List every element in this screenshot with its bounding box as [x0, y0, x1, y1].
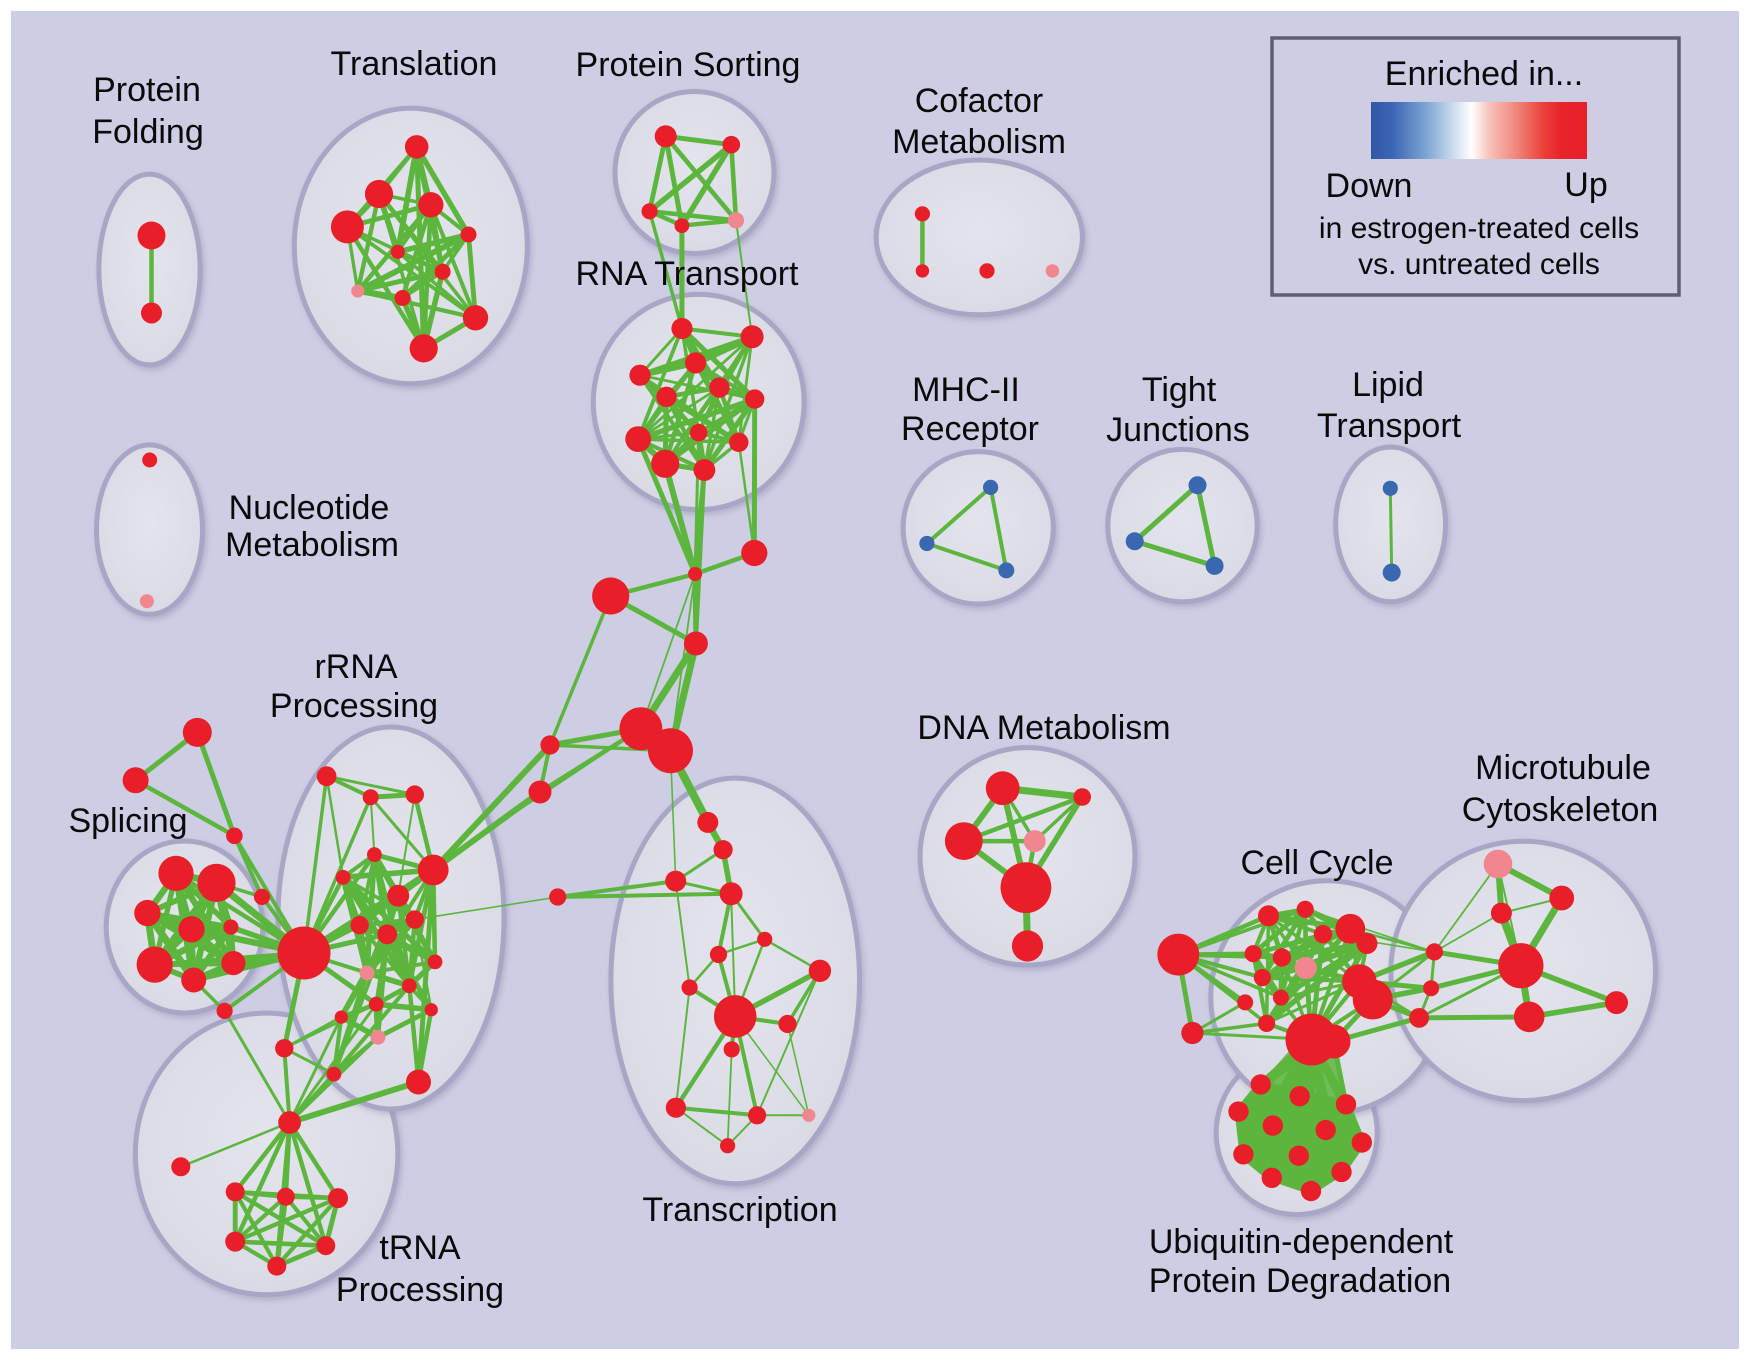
svg-text:DNA Metabolism: DNA Metabolism: [917, 709, 1170, 747]
svg-text:Processing: Processing: [270, 687, 438, 725]
svg-text:in estrogen-treated cells: in estrogen-treated cells: [1319, 212, 1639, 245]
svg-text:Transport: Transport: [1317, 407, 1462, 445]
svg-text:tRNA: tRNA: [379, 1229, 461, 1267]
svg-text:Tight: Tight: [1142, 371, 1217, 409]
svg-text:vs. untreated cells: vs. untreated cells: [1358, 248, 1600, 281]
svg-text:rRNA: rRNA: [314, 648, 397, 686]
svg-text:Lipid: Lipid: [1352, 366, 1424, 404]
svg-text:Protein Degradation: Protein Degradation: [1149, 1262, 1451, 1300]
svg-text:Metabolism: Metabolism: [892, 123, 1066, 161]
svg-text:Receptor: Receptor: [901, 410, 1039, 448]
svg-text:Microtubule: Microtubule: [1475, 749, 1651, 787]
svg-text:Folding: Folding: [92, 113, 204, 151]
svg-text:Transcription: Transcription: [642, 1191, 837, 1229]
svg-text:Cofactor: Cofactor: [915, 82, 1044, 120]
svg-text:Protein Sorting: Protein Sorting: [576, 46, 801, 84]
svg-text:Metabolism: Metabolism: [225, 526, 399, 564]
svg-text:Splicing: Splicing: [68, 802, 187, 840]
svg-text:Cytoskeleton: Cytoskeleton: [1462, 791, 1659, 829]
svg-text:Junctions: Junctions: [1106, 411, 1250, 449]
svg-text:Cell Cycle: Cell Cycle: [1240, 844, 1393, 882]
svg-text:Processing: Processing: [336, 1271, 504, 1309]
svg-text:Up: Up: [1564, 166, 1607, 204]
svg-text:Down: Down: [1326, 167, 1413, 205]
svg-text:MHC-II: MHC-II: [912, 371, 1020, 409]
svg-text:Enriched in...: Enriched in...: [1385, 55, 1583, 93]
svg-text:Nucleotide: Nucleotide: [229, 489, 390, 527]
svg-text:Ubiquitin-dependent: Ubiquitin-dependent: [1149, 1223, 1454, 1261]
svg-text:RNA Transport: RNA Transport: [576, 255, 800, 293]
svg-text:Translation: Translation: [331, 45, 498, 83]
svg-text:Protein: Protein: [93, 71, 201, 109]
